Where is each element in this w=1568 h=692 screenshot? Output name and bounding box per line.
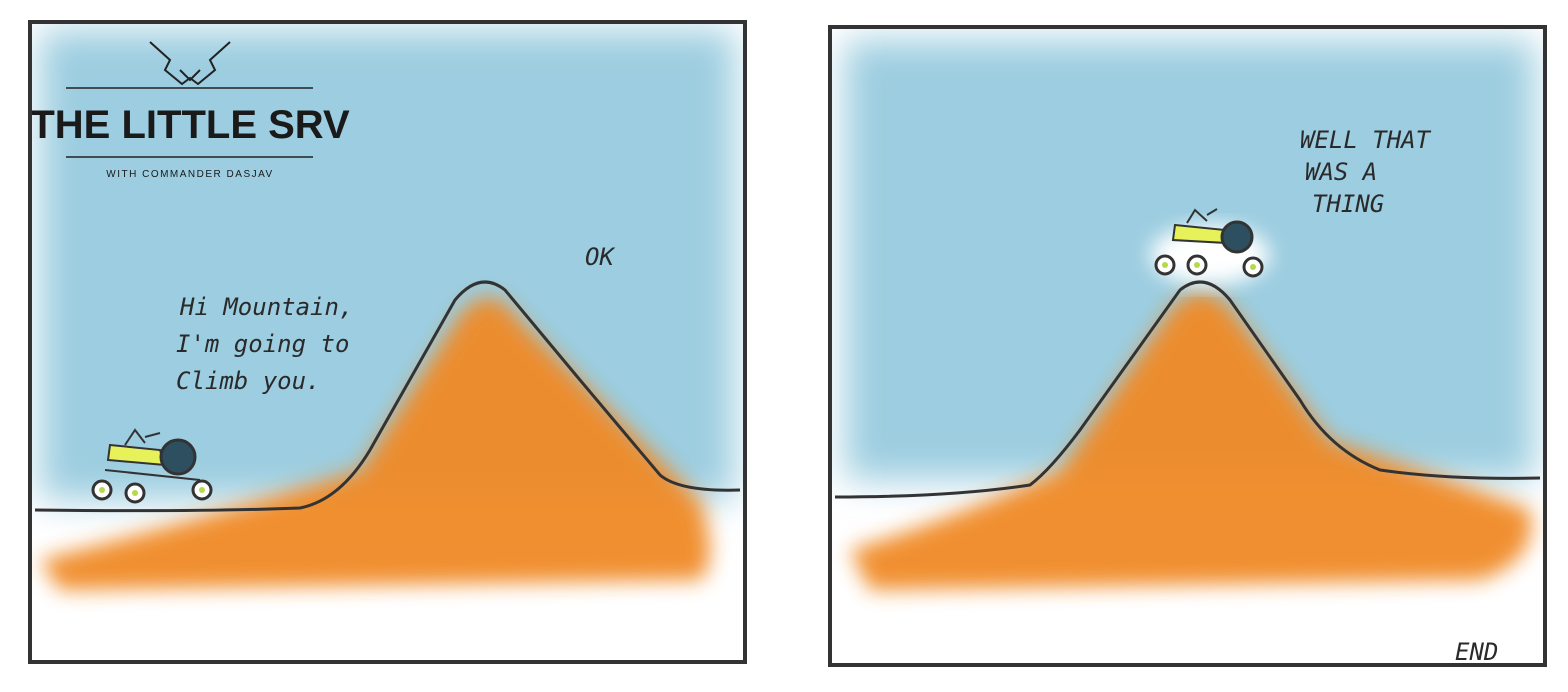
caption: END <box>1455 638 1498 666</box>
rover <box>91 428 213 504</box>
logo-title: THE LITTLE SRV <box>30 103 350 147</box>
speech-line: WELL THAT <box>1300 126 1432 154</box>
speech: Hi Mountain, I'm going to Climb you. <box>176 293 368 395</box>
speech-line: THING <box>1312 190 1384 218</box>
speech-line: I'm going to <box>176 330 349 358</box>
speech-line: Climb you. <box>176 367 321 395</box>
panel-border <box>828 25 1547 667</box>
panel-1: THE LITTLE SRV WITH COMMANDER DASJAV Hi … <box>30 24 743 660</box>
logo-subtitle: WITH COMMANDER DASJAV <box>106 169 273 180</box>
speech-line: Hi Mountain, <box>179 293 353 321</box>
rover <box>1154 208 1264 278</box>
logo: THE LITTLE SRV WITH COMMANDER DASJAV <box>30 41 350 180</box>
panel-border <box>28 20 747 664</box>
speech: OK <box>585 243 615 271</box>
speech-line: WAS A <box>1305 158 1377 186</box>
speech: WELL THAT WAS A THING <box>1300 126 1445 218</box>
panel-2: WELL THAT WAS A THING END <box>832 29 1543 666</box>
